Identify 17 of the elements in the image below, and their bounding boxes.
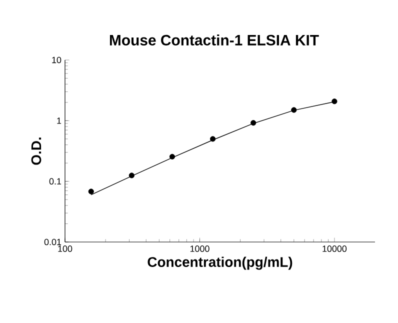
chart-title: Mouse Contactin-1 ELSIA KIT	[110, 34, 319, 46]
point	[128, 172, 134, 178]
point	[332, 98, 338, 104]
y-tick-label: 10	[52, 56, 62, 64]
point	[210, 136, 216, 142]
x-tick-label: 1000	[190, 246, 210, 252]
point	[169, 154, 176, 160]
y-tick-label: 1	[57, 118, 62, 124]
point	[250, 120, 256, 126]
y-tick-label: 0.1	[49, 178, 62, 185]
x-tick-label: 10000	[322, 246, 347, 252]
x-tick-label: 100	[58, 246, 72, 252]
y-tick-label: 0.01	[44, 238, 62, 246]
point	[291, 107, 297, 113]
point	[88, 188, 94, 194]
y-axis-title: O.D.	[31, 138, 42, 165]
x-axis-title: Concentration(pg/mL)	[148, 256, 292, 270]
